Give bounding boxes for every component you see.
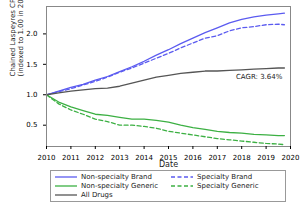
svg-text:1.0: 1.0 [26, 91, 37, 99]
html-text:Specialty Brand: Specialty Brand [197, 173, 253, 181]
svg-text:0.5: 0.5 [26, 121, 37, 129]
svg-text:2013: 2013 [111, 154, 129, 162]
svg-text:2011: 2011 [62, 154, 80, 162]
svg-text:2019: 2019 [257, 154, 275, 162]
svg-text:2.0: 2.0 [26, 30, 37, 38]
svg-text:Date: Date [159, 160, 178, 169]
html-text:Non-specialty Generic: Non-specialty Generic [81, 182, 159, 190]
html-text:Non-specialty Brand: Non-specialty Brand [81, 173, 152, 181]
svg-text:2017: 2017 [208, 154, 226, 162]
svg-text:1.5: 1.5 [26, 61, 37, 69]
svg-text:2015: 2015 [159, 154, 178, 163]
html-text:Specialty Generic: Specialty Generic [197, 182, 259, 190]
svg-text:2020: 2020 [282, 154, 300, 162]
svg-text:2012: 2012 [86, 154, 104, 162]
svg-text:2018: 2018 [233, 154, 251, 162]
svg-text:2014: 2014 [135, 154, 153, 162]
svg-text:2016: 2016 [184, 154, 202, 162]
svg-text:2010: 2010 [38, 154, 56, 162]
svg-text:CAGR: 3.64%: CAGR: 3.64% [236, 73, 283, 81]
svg-text:Chained Laspeyres CPI(indexed: Chained Laspeyres CPI(indexed to 1.00 in… [9, 0, 25, 77]
html-text:All Drugs: All Drugs [81, 191, 113, 199]
